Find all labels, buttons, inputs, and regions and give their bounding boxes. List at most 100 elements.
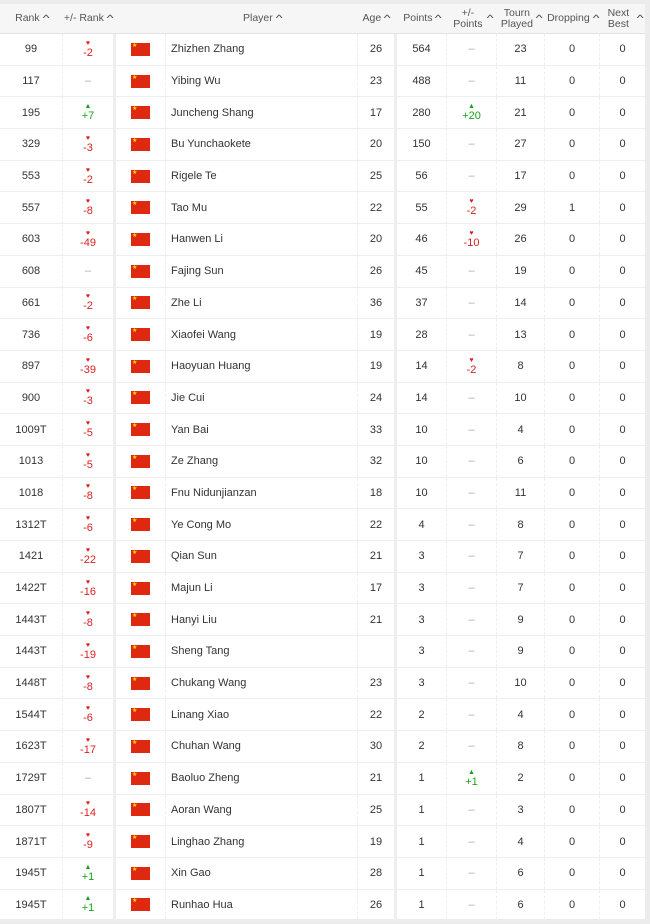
cell-tourn-played: 10 <box>497 382 545 414</box>
header-player[interactable]: Player ^ <box>166 4 358 33</box>
tourn-played-value: 21 <box>514 106 527 119</box>
change-value: – <box>468 486 475 499</box>
header-rank[interactable]: Rank ^ <box>0 4 63 33</box>
cell-player[interactable]: Tao Mu <box>166 192 358 224</box>
header-age[interactable]: Age ^ <box>358 4 397 33</box>
table-row[interactable]: 1623T ♥-17 Chuhan Wang 30 2 – 8 0 0 <box>0 731 645 763</box>
tourn-played-value: 27 <box>514 138 527 151</box>
cell-player[interactable]: Runhao Hua <box>166 889 358 921</box>
cell-player[interactable]: Fnu Nidunjianzan <box>166 477 358 509</box>
chevron-up-icon: ^ <box>435 13 442 23</box>
cell-player[interactable]: Hanyi Liu <box>166 604 358 636</box>
points-value: 55 <box>415 201 428 214</box>
cell-player[interactable]: Zhizhen Zhang <box>166 34 358 65</box>
change-value: – <box>468 391 475 404</box>
cell-player[interactable]: Majun Li <box>166 572 358 604</box>
tourn-played-value: 6 <box>517 867 524 880</box>
cell-player[interactable]: Aoran Wang <box>166 794 358 826</box>
cell-points: 3 <box>397 636 447 667</box>
table-row[interactable]: 1871T ♥-9 Linghao Zhang 19 1 – 4 0 0 <box>0 826 645 858</box>
player-value: Yan Bai <box>171 423 209 436</box>
cell-player[interactable]: Rigele Te <box>166 160 358 192</box>
table-row[interactable]: 1422T ♥-16 Majun Li 17 3 – 7 0 0 <box>0 572 645 605</box>
table-row[interactable]: 608 – Fajing Sun 26 45 – 19 0 0 <box>0 255 645 288</box>
cell-player[interactable]: Xin Gao <box>166 857 358 889</box>
cell-player[interactable]: Sheng Tang <box>166 636 358 667</box>
table-row[interactable]: 1009T ♥-5 Yan Bai 33 10 – 4 0 0 <box>0 414 645 446</box>
table-row[interactable]: 553 ♥-2 Rigele Te 25 56 – 17 0 0 <box>0 160 645 193</box>
rank-value: 1945T <box>15 867 47 880</box>
player-value: Fajing Sun <box>171 265 224 278</box>
cell-player[interactable]: Xiaofei Wang <box>166 319 358 350</box>
table-row[interactable]: 1013 ♥-5 Ze Zhang 32 10 – 6 0 0 <box>0 445 645 478</box>
cell-flag <box>116 541 166 572</box>
rank-value: 1448T <box>15 677 47 690</box>
table-row[interactable]: 1018 ♥-8 Fnu Nidunjianzan 18 10 – 11 0 0 <box>0 477 645 510</box>
header-points[interactable]: Points ^ <box>397 4 447 33</box>
cell-player[interactable]: Juncheng Shang <box>166 97 358 129</box>
header-label: Tourn Played <box>500 6 533 30</box>
cell-player[interactable]: Yibing Wu <box>166 65 358 97</box>
china-flag-icon <box>131 390 150 405</box>
table-row[interactable]: 1945T ▲+1 Runhao Hua 26 1 – 6 0 0 <box>0 889 645 922</box>
cell-flag <box>116 160 166 192</box>
cell-player[interactable]: Chukang Wang <box>166 667 358 699</box>
cell-points: 1 <box>397 857 447 889</box>
player-value: Aoran Wang <box>171 803 232 816</box>
table-row[interactable]: 1443T ♥-19 Sheng Tang 3 – 9 0 0 <box>0 636 645 668</box>
header-flag <box>116 4 166 33</box>
table-row[interactable]: 1448T ♥-8 Chukang Wang 23 3 – 10 0 0 <box>0 667 645 700</box>
cell-player[interactable]: Linang Xiao <box>166 699 358 731</box>
dropping-value: 0 <box>568 518 576 531</box>
table-row[interactable]: 1945T ▲+1 Xin Gao 28 1 – 6 0 0 <box>0 857 645 890</box>
tourn-played-value: 10 <box>514 677 527 690</box>
cell-player[interactable]: Linghao Zhang <box>166 826 358 857</box>
header-tourn-played[interactable]: Tourn Played ^ <box>497 4 545 33</box>
cell-player[interactable]: Zhe Li <box>166 287 358 319</box>
table-row[interactable]: 1421 ♥-22 Qian Sun 21 3 – 7 0 0 <box>0 541 645 573</box>
change-value: -2 <box>83 300 93 313</box>
cell-player[interactable]: Haoyuan Huang <box>166 350 358 382</box>
header-next-best[interactable]: Next Best ^ <box>600 4 645 33</box>
table-row[interactable]: 900 ♥-3 Jie Cui 24 14 – 10 0 0 <box>0 382 645 415</box>
cell-tourn-played: 3 <box>497 794 545 826</box>
rank-value: 900 <box>21 391 41 404</box>
change-value: – <box>468 170 475 183</box>
cell-player[interactable]: Bu Yunchaokete <box>166 129 358 160</box>
table-row[interactable]: 1443T ♥-8 Hanyi Liu 21 3 – 9 0 0 <box>0 604 645 637</box>
cell-player[interactable]: Ye Cong Mo <box>166 509 358 540</box>
table-row[interactable]: 1729T – Baoluo Zheng 21 1 ▲+1 2 0 0 <box>0 762 645 795</box>
change-value: -8 <box>83 205 93 218</box>
cell-player[interactable]: Qian Sun <box>166 541 358 572</box>
dropping-value: 0 <box>568 898 576 911</box>
table-row[interactable]: 99 ♥-2 Zhizhen Zhang 26 564 – 23 0 0 <box>0 34 645 66</box>
cell-player[interactable]: Chuhan Wang <box>166 731 358 762</box>
table-row[interactable]: 1312T ♥-6 Ye Cong Mo 22 4 – 8 0 0 <box>0 509 645 541</box>
cell-tourn-played: 6 <box>497 889 545 921</box>
table-row[interactable]: 1807T ♥-14 Aoran Wang 25 1 – 3 0 0 <box>0 794 645 827</box>
header-rank-change[interactable]: +/- Rank ^ <box>63 4 116 33</box>
china-flag-icon <box>131 644 150 658</box>
cell-player[interactable]: Jie Cui <box>166 382 358 414</box>
cell-player[interactable]: Yan Bai <box>166 414 358 445</box>
cell-rank-change: ♥ -14 <box>63 794 116 826</box>
tourn-played-value: 11 <box>514 486 527 499</box>
arrow-down-icon: ♥ <box>85 166 91 174</box>
table-row[interactable]: 329 ♥-3 Bu Yunchaokete 20 150 – 27 0 0 <box>0 129 645 161</box>
cell-player[interactable]: Baoluo Zheng <box>166 762 358 794</box>
cell-dropping: 0 <box>545 826 600 857</box>
header-points-change[interactable]: +/- Points ^ <box>447 4 497 33</box>
table-row[interactable]: 661 ♥-2 Zhe Li 36 37 – 14 0 0 <box>0 287 645 320</box>
cell-player[interactable]: Ze Zhang <box>166 445 358 477</box>
cell-player[interactable]: Hanwen Li <box>166 224 358 255</box>
cell-player[interactable]: Fajing Sun <box>166 255 358 287</box>
table-row[interactable]: 117 – Yibing Wu 23 488 – 11 0 0 <box>0 65 645 98</box>
header-dropping[interactable]: Dropping ^ <box>545 4 600 33</box>
table-row[interactable]: 736 ♥-6 Xiaofei Wang 19 28 – 13 0 0 <box>0 319 645 351</box>
cell-next-best: 0 <box>600 129 645 160</box>
